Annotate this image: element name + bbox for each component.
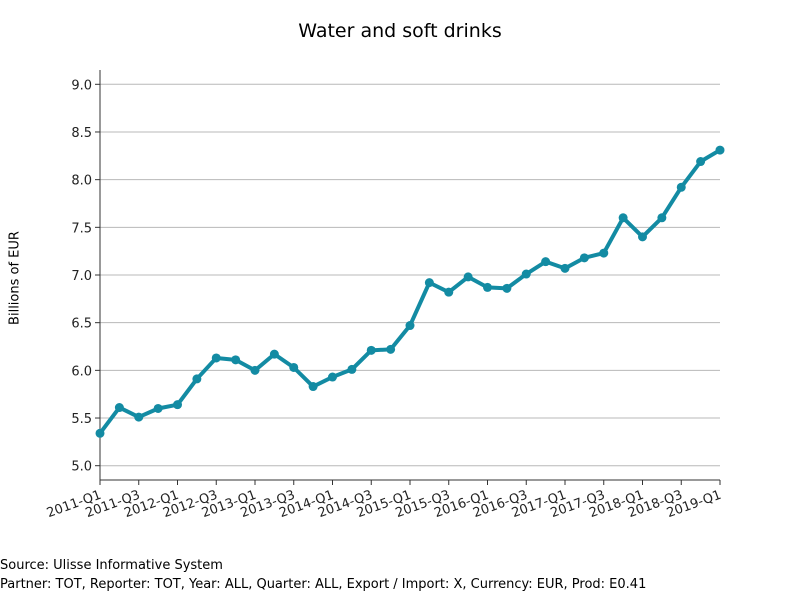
data-point <box>560 263 570 273</box>
data-point <box>638 232 647 242</box>
data-point <box>579 253 589 263</box>
filter-note: Partner: TOT, Reporter: TOT, Year: ALL, … <box>0 577 647 592</box>
data-point <box>676 182 686 192</box>
data-point <box>308 382 318 392</box>
y-tick-label: 9.0 <box>71 78 92 93</box>
y-tick-label: 6.5 <box>71 317 92 332</box>
data-point <box>192 374 202 384</box>
data-point <box>502 283 512 293</box>
data-point <box>289 362 299 372</box>
data-point <box>521 269 531 279</box>
y-tick-label: 7.0 <box>71 269 92 284</box>
data-point <box>211 353 221 363</box>
y-tick-label: 7.5 <box>71 221 92 236</box>
data-point <box>424 278 434 288</box>
data-point <box>405 321 415 331</box>
data-point <box>250 365 260 375</box>
data-point <box>366 345 376 355</box>
data-point <box>134 412 144 422</box>
source-note: Source: Ulisse Informative System <box>0 558 223 573</box>
data-point <box>463 272 473 282</box>
data-point <box>347 364 357 374</box>
data-point <box>483 282 492 292</box>
data-point <box>618 213 628 223</box>
data-point <box>715 145 725 155</box>
y-tick-label: 6.0 <box>71 364 92 379</box>
y-tick-label: 5.0 <box>71 460 92 475</box>
y-tick-label: 5.5 <box>71 412 92 427</box>
data-point <box>95 428 105 438</box>
data-point <box>444 287 454 297</box>
data-point <box>114 403 124 413</box>
data-point <box>657 213 667 223</box>
data-point <box>696 157 706 167</box>
chart-title: Water and soft drinks <box>298 20 502 42</box>
data-point <box>153 403 163 413</box>
data-point <box>599 248 609 258</box>
y-tick-label: 8.5 <box>71 126 92 141</box>
data-point <box>541 257 551 267</box>
data-point <box>231 355 241 365</box>
series-line <box>98 148 722 436</box>
y-tick-label: 8.0 <box>71 174 92 189</box>
data-point <box>173 400 182 410</box>
data-point <box>269 349 279 359</box>
data-point <box>328 372 337 382</box>
data-point <box>386 344 396 354</box>
